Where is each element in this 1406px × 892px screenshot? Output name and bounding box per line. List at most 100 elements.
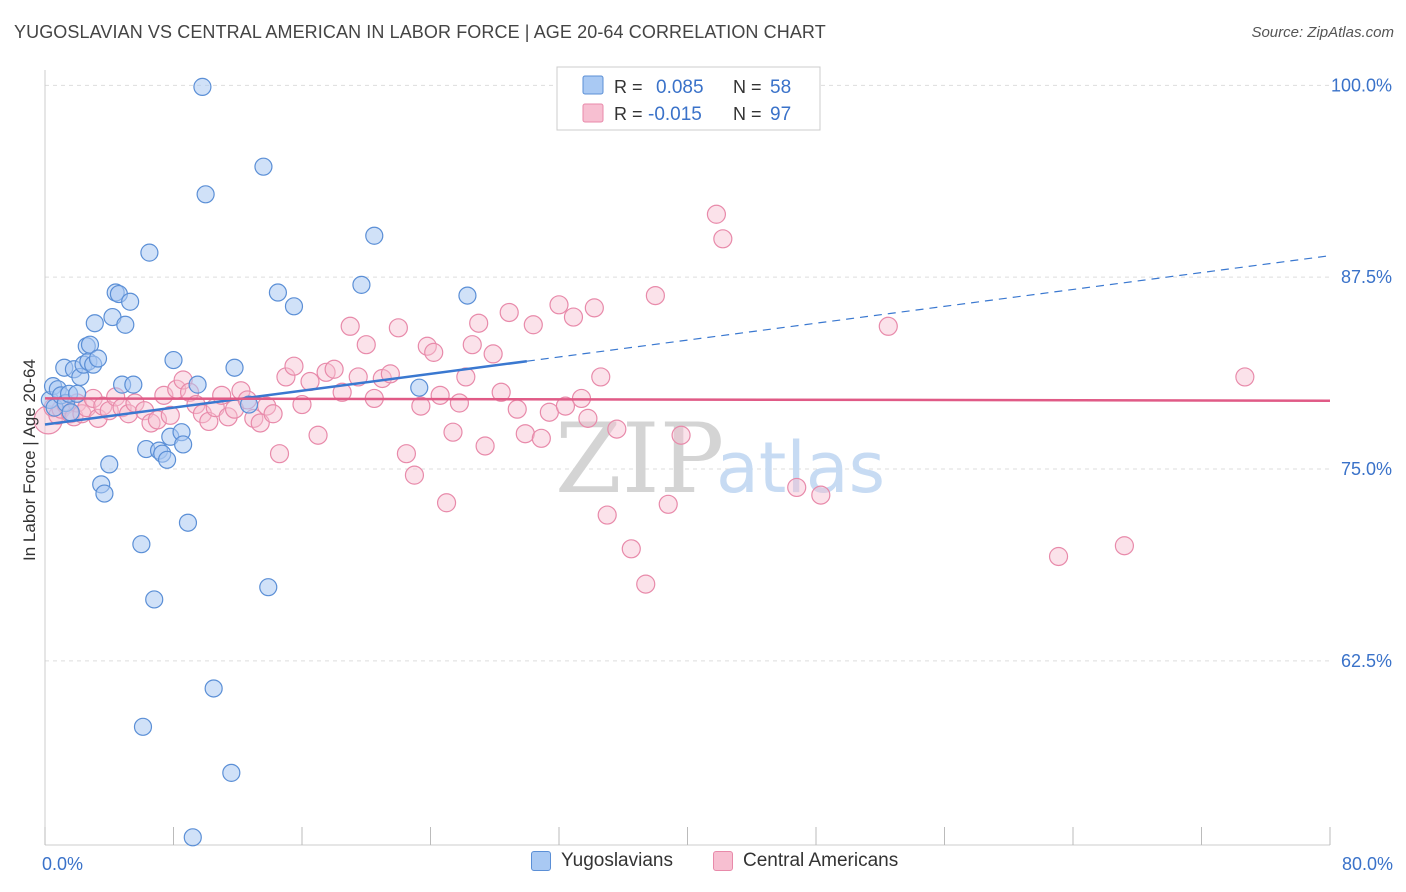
point-central-americans [332, 382, 352, 402]
y-tick-label-2: 75.0% [1341, 459, 1392, 479]
point-central-americans [555, 396, 576, 416]
point-yugoslavians [222, 763, 241, 782]
point-central-americans [584, 298, 604, 318]
point-central-americans [507, 399, 527, 419]
legend-swatch-blue [531, 851, 551, 871]
point-central-americans [430, 385, 450, 405]
point-central-americans [269, 444, 290, 464]
point-yugoslavians [188, 375, 207, 394]
legend-r-label-2: R = [614, 104, 643, 124]
point-central-americans [462, 335, 482, 355]
point-central-americans [607, 419, 627, 439]
point-central-americans [348, 367, 368, 387]
point-yugoslavians [284, 297, 304, 316]
yugoslavians-points [40, 77, 477, 847]
point-central-americans [499, 302, 519, 323]
point-central-americans [324, 359, 344, 379]
point-yugoslavians [140, 243, 159, 262]
point-yugoslavians [254, 157, 273, 176]
point-yugoslavians [352, 275, 371, 294]
y-tick-label-1: 87.5% [1341, 267, 1392, 287]
point-central-americans [549, 295, 569, 315]
central-americans-points [33, 204, 1255, 594]
point-central-americans [578, 408, 598, 428]
point-central-americans [443, 422, 463, 442]
point-central-americans [531, 428, 551, 448]
point-central-americans [284, 356, 304, 376]
point-central-americans [356, 335, 376, 355]
point-central-americans [1235, 367, 1255, 387]
point-yugoslavians [178, 513, 198, 532]
point-central-americans [340, 316, 360, 336]
point-yugoslavians [132, 535, 151, 554]
point-yugoslavians [95, 484, 114, 503]
y-axis-label: In Labor Force | Age 20-64 [20, 359, 39, 561]
legend-n-label-2: N = [733, 104, 762, 124]
point-central-americans [160, 405, 180, 425]
legend-n-value-1: 58 [770, 77, 791, 98]
legend-item-central-americans: Central Americans [713, 850, 898, 872]
legend-n-label-1: N = [733, 77, 762, 97]
point-central-americans [621, 539, 641, 559]
point-central-americans [469, 313, 489, 333]
point-central-americans [523, 315, 543, 335]
point-yugoslavians [164, 350, 183, 370]
point-yugoslavians [458, 286, 477, 305]
point-yugoslavians [68, 384, 87, 403]
point-yugoslavians [133, 717, 153, 736]
legend-top: R = 0.085 N = 58 R = -0.015 N = 97 [556, 66, 821, 131]
point-yugoslavians [196, 185, 215, 204]
y-tick-label-3: 62.5% [1341, 651, 1392, 671]
point-central-americans [388, 318, 408, 338]
point-yugoslavians [174, 435, 193, 454]
trend-lines [44, 255, 1331, 426]
point-yugoslavians [225, 358, 244, 377]
point-yugoslavians [88, 349, 108, 368]
y-tick-label-0: 100.0% [1331, 75, 1392, 95]
legend-bottom: Yugoslavians Central Americans [0, 850, 1406, 878]
trend-line-central-americans [44, 397, 1331, 402]
point-central-americans [456, 367, 476, 387]
source-label: Source: ZipAtlas.com [1251, 24, 1394, 41]
point-central-americans [563, 307, 584, 327]
point-central-americans [436, 493, 457, 513]
point-yugoslavians [116, 315, 135, 334]
legend-swatch-central-americans [582, 103, 604, 123]
watermark: ZIP atlas [555, 403, 885, 515]
chart-title: YUGOSLAVIAN VS CENTRAL AMERICAN IN LABOR… [14, 22, 826, 42]
watermark-zip: ZIP [555, 403, 724, 515]
watermark-atlas: atlas [716, 427, 885, 509]
point-yugoslavians [410, 378, 429, 397]
point-central-americans [483, 344, 503, 364]
point-central-americans [597, 505, 617, 525]
point-central-americans [308, 425, 328, 445]
point-central-americans [591, 367, 611, 387]
point-yugoslavians [204, 679, 223, 698]
point-yugoslavians [85, 314, 104, 333]
point-yugoslavians [145, 590, 164, 609]
legend-swatch-pink [713, 851, 733, 871]
point-central-americans [645, 285, 665, 306]
point-yugoslavians [239, 395, 259, 414]
point-central-americans [811, 485, 831, 505]
axes [44, 70, 1331, 846]
point-central-americans [671, 425, 691, 445]
point-central-americans [878, 316, 898, 336]
point-yugoslavians [183, 828, 202, 847]
point-yugoslavians [193, 77, 212, 96]
trend-line-yugoslavians [44, 359, 528, 426]
point-yugoslavians [121, 292, 140, 311]
point-central-americans [491, 382, 511, 402]
point-central-americans [713, 229, 733, 249]
legend-n-value-2: 97 [770, 104, 791, 125]
point-yugoslavians [100, 455, 119, 474]
point-central-americans [787, 477, 807, 498]
point-central-americans [1114, 536, 1135, 556]
legend-swatch-yugoslavians [582, 75, 604, 95]
legend-r-label-1: R = [614, 77, 643, 97]
point-central-americans [1048, 546, 1069, 567]
point-central-americans [706, 204, 727, 224]
point-central-americans [515, 424, 535, 444]
point-central-americans [411, 396, 431, 416]
